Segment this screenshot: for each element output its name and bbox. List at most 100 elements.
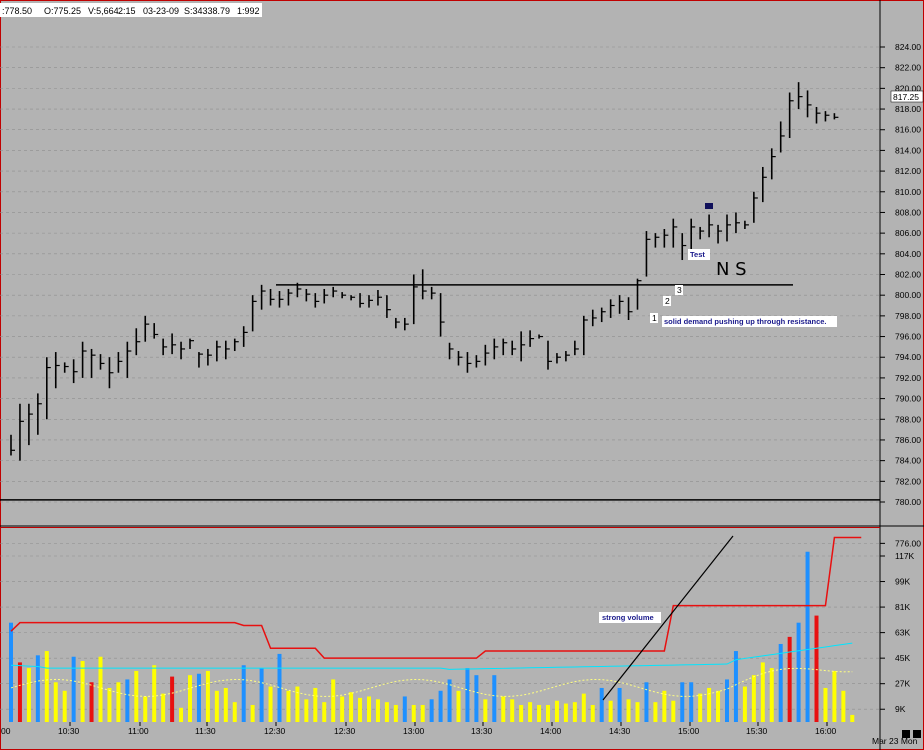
volume-tick-label: 63K xyxy=(895,628,910,638)
volume-bar xyxy=(742,686,747,722)
date-label: Mar 23 Mon xyxy=(872,736,918,746)
price-tick-label: 780.00 xyxy=(895,497,921,507)
volume-bar xyxy=(733,651,738,722)
price-tick-label: 806.00 xyxy=(895,228,921,238)
price-tick-label: 776.00 xyxy=(895,538,921,548)
volume-bar xyxy=(349,692,354,722)
last-price-value: 817.25 xyxy=(893,92,919,102)
volume-bar xyxy=(563,703,568,722)
volume-bar xyxy=(9,622,13,722)
volume-bar xyxy=(89,682,94,722)
volume-bar xyxy=(474,675,479,722)
header-open: O:775.25 xyxy=(44,6,81,16)
volume-tick-label: 9K xyxy=(895,704,906,714)
volume-bar xyxy=(420,704,425,722)
time-tick-label: 13:30 xyxy=(471,726,493,736)
volume-bar xyxy=(787,636,792,722)
volume-dotted-line xyxy=(10,667,853,697)
price-tick-label: 820.00 xyxy=(895,83,921,93)
marker-2: 2 xyxy=(665,296,670,306)
price-tick-label: 798.00 xyxy=(895,311,921,321)
time-tick-label: 12:30 xyxy=(264,726,286,736)
header-time: 2:15 xyxy=(118,6,136,16)
volume-bar xyxy=(304,699,309,722)
volume-bar xyxy=(196,673,201,722)
volume-bar xyxy=(438,690,443,722)
price-tick-label: 788.00 xyxy=(895,414,921,424)
volume-bar xyxy=(358,697,363,722)
price-tick-label: 808.00 xyxy=(895,207,921,217)
volume-bar xyxy=(546,704,550,722)
volume-bar xyxy=(814,615,819,722)
time-tick-label: 13:00 xyxy=(403,726,425,736)
volume-bar xyxy=(698,693,703,722)
time-tick-label: 11:30 xyxy=(195,726,216,736)
price-tick-label: 810.00 xyxy=(895,187,921,197)
volume-bar xyxy=(268,686,273,722)
volume-bar xyxy=(617,687,622,722)
volume-bar xyxy=(778,643,783,722)
volume-bar xyxy=(98,656,103,722)
volume-bar xyxy=(26,668,31,722)
header-date: 03-23-09 xyxy=(143,6,179,16)
volume-bar xyxy=(689,682,694,722)
header-info-box xyxy=(0,3,262,17)
volume-bar xyxy=(205,670,210,722)
volume-bar xyxy=(375,699,380,722)
volume-axis-ticks: 117K 99K 81K 63K 45K 27K 9K xyxy=(880,551,915,714)
volume-average-line xyxy=(10,536,862,659)
price-tick-label: 814.00 xyxy=(895,145,921,155)
volume-bar xyxy=(483,699,488,722)
test-label-box xyxy=(688,249,710,260)
volume-bar xyxy=(277,653,282,722)
volume-bar xyxy=(411,704,416,722)
demand-note: solid demand pushing up through resistan… xyxy=(664,317,827,326)
volume-bar xyxy=(501,696,506,722)
volume-bar xyxy=(519,704,524,722)
scroll-right-icon[interactable] xyxy=(913,730,921,738)
price-tick-label: 818.00 xyxy=(895,104,921,114)
volume-bar xyxy=(823,687,828,722)
volume-bar xyxy=(707,687,712,722)
volume-bar xyxy=(599,687,604,722)
scroll-left-icon[interactable] xyxy=(902,730,910,738)
header-sum: S:34338.79 xyxy=(184,6,230,16)
volume-bars xyxy=(9,551,855,722)
volume-bar xyxy=(71,656,76,722)
time-tick-label: 16:00 xyxy=(815,726,837,736)
time-tick-label: 14:30 xyxy=(609,726,631,736)
volume-bar xyxy=(295,686,300,722)
volume-bar xyxy=(751,675,756,722)
volume-bar xyxy=(80,660,85,722)
time-tick-label: 12:30 xyxy=(334,726,356,736)
volume-bar xyxy=(510,699,515,722)
price-tick-label: 802.00 xyxy=(895,270,921,280)
time-axis-ticks: 10:30 11:00 11:30 12:30 12:30 13:00 13:30 14:00… xyxy=(58,722,837,736)
volume-tick-label: 81K xyxy=(895,602,910,612)
volume-bar xyxy=(850,714,855,722)
volume-bar xyxy=(725,679,729,722)
note-label-box xyxy=(662,316,837,327)
volume-tick-label: 45K xyxy=(895,653,910,663)
volume-bar xyxy=(635,702,640,722)
last-price-tag xyxy=(890,90,924,103)
price-axis-ticks: 824.00 822.00 820.00 818.00 816.00 814.00 812.… xyxy=(880,42,921,548)
ns-handwriting: N S xyxy=(716,259,747,280)
volume-bar xyxy=(62,690,67,722)
volume-bar xyxy=(429,699,434,722)
volume-tick-label: 27K xyxy=(895,679,910,689)
marker-2-box xyxy=(663,296,671,306)
volume-bar xyxy=(161,693,166,722)
volume-bar xyxy=(805,551,810,722)
volume-bar xyxy=(528,702,533,722)
price-tick-label: 796.00 xyxy=(895,332,921,342)
price-bars xyxy=(10,82,839,461)
volume-bar xyxy=(313,687,318,722)
marker-1: 1 xyxy=(652,313,657,323)
volume-bar xyxy=(492,675,497,722)
time-tick-label: 14:00 xyxy=(540,726,562,736)
marker-3-box xyxy=(675,285,683,295)
time-tick-label: 11:00 xyxy=(128,726,149,736)
